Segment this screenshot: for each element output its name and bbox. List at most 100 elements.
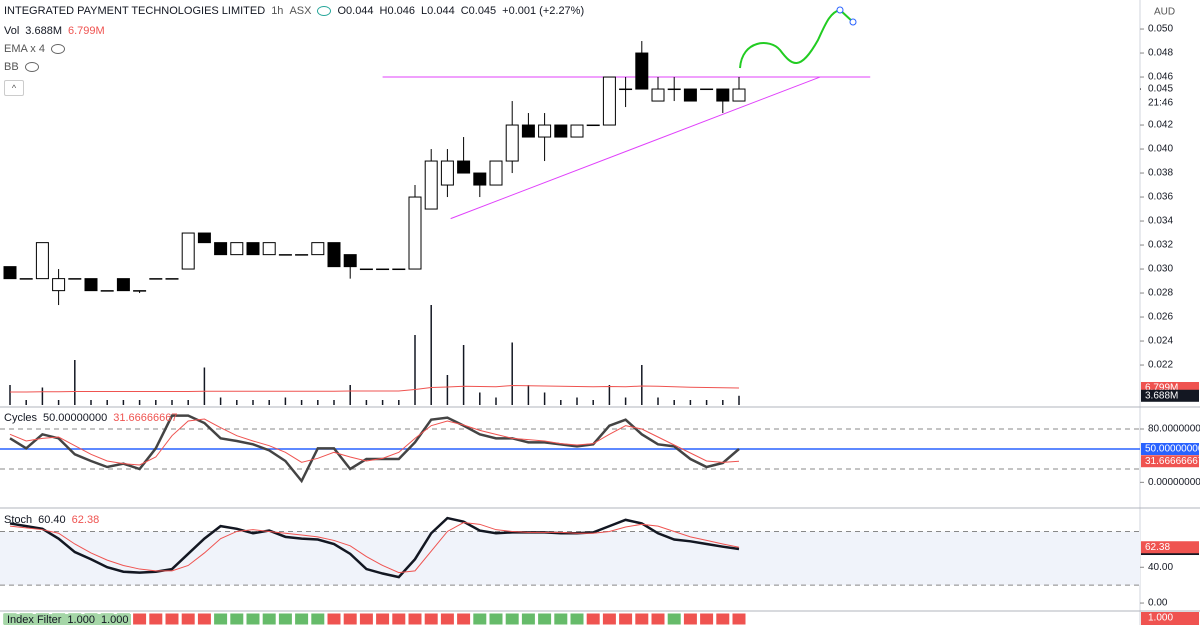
filter-cell bbox=[326, 612, 342, 625]
candle-body bbox=[521, 124, 535, 138]
candle-body bbox=[424, 160, 438, 210]
ohlc-key: C bbox=[460, 5, 469, 17]
candle-body bbox=[100, 290, 114, 292]
countdown-label: 21:46 bbox=[1148, 98, 1173, 109]
volume-label-box bbox=[1141, 389, 1199, 402]
index-filter-value: 1.000 bbox=[67, 614, 95, 625]
vol-ma-value: 6.799M bbox=[68, 25, 105, 37]
stoch-legend: Stoch 60.40 62.38 bbox=[4, 514, 99, 526]
candle-body bbox=[505, 124, 519, 162]
filter-cell bbox=[294, 612, 310, 625]
last-price-box bbox=[1141, 82, 1199, 111]
y-tick-label: 0.00 bbox=[1148, 598, 1168, 609]
visibility-icon[interactable] bbox=[317, 6, 332, 16]
currency-label: AUD bbox=[1154, 7, 1175, 18]
drawing-handle bbox=[836, 6, 844, 14]
candle-body bbox=[327, 242, 341, 268]
y-tick-label: 0.048 bbox=[1148, 48, 1173, 59]
filter-cell bbox=[342, 612, 358, 625]
collapse-button[interactable]: ^ bbox=[4, 80, 24, 96]
filter-cell bbox=[261, 612, 277, 625]
y-tick-label: 0.024 bbox=[1148, 336, 1173, 347]
filter-cell bbox=[456, 612, 472, 625]
candle-body bbox=[230, 242, 244, 256]
visibility-icon[interactable] bbox=[24, 62, 39, 72]
volume-label: 3.688M bbox=[1145, 390, 1178, 401]
candle-body bbox=[295, 254, 309, 256]
filter-cell bbox=[472, 612, 488, 625]
candle-body bbox=[651, 88, 665, 102]
ohlc-item: H0.046 bbox=[380, 5, 415, 17]
filter-cell bbox=[358, 612, 374, 625]
hand-drawn-curve bbox=[739, 8, 854, 69]
candle-body bbox=[538, 124, 552, 138]
filter-cell bbox=[682, 612, 698, 625]
candle-body bbox=[359, 268, 373, 271]
ohlc-key: L bbox=[421, 5, 428, 17]
indicator-line bbox=[9, 414, 740, 484]
filter-cell bbox=[699, 612, 715, 625]
filter-cell bbox=[601, 612, 617, 625]
candle-body bbox=[311, 242, 325, 256]
bb-label: BB bbox=[4, 61, 19, 73]
indicator-value-label-box bbox=[1141, 443, 1199, 455]
filter-cell bbox=[310, 612, 326, 625]
visibility-icon[interactable] bbox=[50, 44, 65, 54]
candle-body bbox=[602, 76, 616, 126]
exchange: ASX bbox=[289, 5, 312, 17]
y-tick-label: 0.00000000 bbox=[1148, 477, 1200, 488]
y-tick-label: 0.030 bbox=[1148, 264, 1173, 275]
candle-body bbox=[570, 124, 584, 138]
y-tick-label: 40.00 bbox=[1148, 562, 1173, 573]
filter-cell bbox=[666, 612, 682, 625]
indicator-value-label-box bbox=[1141, 541, 1199, 554]
ohlc: O0.044 H0.046 L0.044 C0.045 bbox=[337, 5, 496, 17]
indicator-line bbox=[9, 516, 740, 579]
filter-cell bbox=[213, 612, 229, 625]
candle-body bbox=[343, 254, 357, 268]
vol-value: 3.688M bbox=[25, 25, 62, 37]
stoch-k: 60.40 bbox=[38, 514, 66, 526]
filter-cell bbox=[553, 612, 569, 625]
filter-cell bbox=[196, 612, 212, 625]
filter-cell bbox=[423, 612, 439, 625]
filter-cell bbox=[439, 612, 455, 625]
bb-legend: BB bbox=[4, 61, 39, 73]
filter-cell bbox=[180, 612, 196, 625]
y-tick-label: 0.038 bbox=[1148, 168, 1173, 179]
filter-cell bbox=[391, 612, 407, 625]
y-tick-label: 0.022 bbox=[1148, 360, 1173, 371]
candle-body bbox=[149, 278, 163, 280]
header-row: INTEGRATED PAYMENT TECHNOLOGIES LIMITED … bbox=[4, 5, 584, 17]
ohlc-value: 0.044 bbox=[427, 5, 455, 17]
candle-body bbox=[489, 160, 503, 186]
filter-cell bbox=[488, 612, 504, 625]
candle-body bbox=[619, 88, 633, 91]
filter-cell bbox=[277, 612, 293, 625]
y-tick-label: 0.032 bbox=[1148, 240, 1173, 251]
candle-body bbox=[473, 172, 487, 186]
stoch-title: Stoch bbox=[4, 514, 33, 526]
candle-body bbox=[278, 254, 292, 256]
candle-body bbox=[683, 88, 697, 102]
candle-body bbox=[667, 88, 681, 91]
filter-cell bbox=[634, 612, 650, 625]
change: +0.001 (+2.27%) bbox=[502, 5, 585, 17]
candle-body bbox=[392, 268, 406, 271]
level-band bbox=[0, 531, 1140, 586]
ohlc-value: 0.046 bbox=[387, 5, 416, 17]
candle-body bbox=[35, 242, 49, 280]
ema-legend: EMA x 4 bbox=[4, 43, 65, 55]
candle-body bbox=[19, 278, 33, 280]
drawing-handle bbox=[849, 18, 857, 26]
candle-body bbox=[52, 278, 66, 292]
interval[interactable]: 1h bbox=[271, 5, 284, 17]
y-tick-label: 0.046 bbox=[1148, 72, 1173, 83]
ema-label: EMA x 4 bbox=[4, 43, 45, 55]
candle-body bbox=[84, 278, 98, 292]
filter-cell bbox=[537, 612, 553, 625]
volume-legend: Vol 3.688M 6.799M bbox=[4, 25, 105, 37]
y-tick-label: 0.026 bbox=[1148, 312, 1173, 323]
trend-line bbox=[450, 76, 821, 220]
